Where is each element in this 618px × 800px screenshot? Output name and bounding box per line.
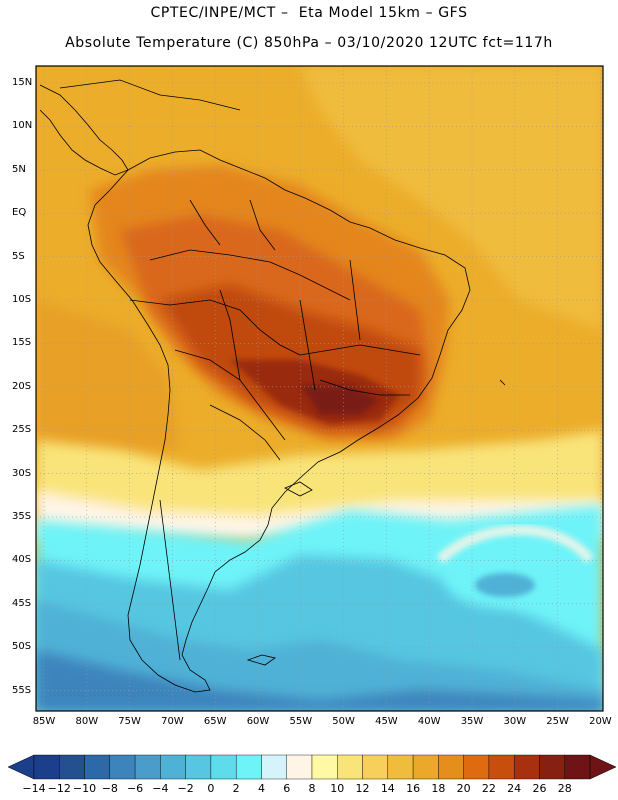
colorbar-tick-label: 10 [330, 782, 345, 795]
map-title-line-2: Absolute Temperature (C) 850hPa – 03/10/… [65, 35, 553, 51]
colorbar-swatch [84, 754, 111, 780]
colorbar-tick-label: −2 [177, 782, 194, 795]
lat-label: 25S [12, 424, 32, 436]
colorbar-tick-label: 18 [431, 782, 446, 795]
colorbar-swatch [235, 754, 262, 780]
lon-label: 80W [75, 716, 99, 727]
lat-label: 35S [12, 511, 32, 522]
colorbar-swatch [59, 754, 85, 780]
colorbar-tick-label: 2 [232, 782, 240, 795]
colorbar-tick-label: 8 [308, 782, 316, 795]
colorbar-tick-label: −8 [101, 782, 118, 795]
lon-label: 85W [32, 716, 56, 727]
colorbar-tick-label: 24 [507, 782, 522, 795]
colorbar-tick-label: 22 [481, 782, 496, 795]
colorbar-arrow-high [589, 754, 617, 780]
colorbar-tick-label: 28 [557, 782, 572, 795]
colorbar-swatch [564, 754, 591, 780]
colorbar-tick-label: 4 [257, 782, 265, 795]
lat-label: 40S [12, 554, 32, 566]
lat-label: 5N [12, 163, 26, 175]
lat-lon-grid [36, 66, 603, 711]
colorbar-swatch [134, 754, 161, 780]
colorbar-tick-label: −12 [47, 782, 71, 795]
colorbar [7, 754, 617, 780]
colorbar-tick-label: 6 [283, 782, 291, 795]
lat-label: 20S [12, 380, 32, 392]
colorbar-swatch [539, 754, 565, 780]
lon-label: 30W [503, 716, 527, 727]
temperature-field [36, 66, 603, 711]
colorbar-swatch [311, 754, 338, 780]
colorbar-tick-label: 12 [355, 782, 370, 795]
colorbar-swatch [109, 754, 136, 780]
colorbar-tick-label: −14 [22, 782, 46, 795]
colorbar-tick-label: 20 [456, 782, 471, 795]
lon-label: 75W [118, 716, 141, 727]
colorbar-swatch [261, 754, 287, 780]
colorbar-swatch [463, 754, 490, 780]
coastlines-borders [39, 79, 506, 693]
lon-label: 60W [246, 716, 270, 727]
lon-label: 50W [332, 716, 355, 727]
lon-label: 65W [203, 716, 227, 727]
lon-label: 70W [161, 716, 184, 727]
colorbar-swatch [387, 754, 414, 780]
colorbar-tick-label: −4 [152, 782, 169, 795]
colorbar-swatch [160, 754, 186, 780]
lat-label: 55S [12, 684, 32, 696]
colorbar-tick-label: 26 [532, 782, 547, 795]
colorbar-swatch [210, 754, 237, 780]
colorbar-tick-label: −10 [72, 782, 97, 795]
colorbar-swatch [513, 754, 540, 780]
colorbar-swatch [488, 754, 515, 780]
lat-label: EQ [12, 207, 27, 219]
colorbar-swatch [412, 754, 439, 780]
lat-label: 10N [12, 120, 33, 132]
colorbar-swatch [185, 754, 212, 780]
map-title-line-1: CPTEC/INPE/MCT – Eta Model 15km – GFS [150, 5, 468, 21]
lat-label: 15N [12, 77, 33, 88]
lon-label: 25W [546, 716, 569, 727]
lat-label: 45S [12, 597, 32, 609]
lat-label: 10S [12, 294, 32, 305]
colorbar-tick-label: 0 [207, 782, 215, 795]
lon-label: 40W [417, 716, 441, 727]
lat-label: 5S [12, 250, 25, 262]
lat-label: 50S [12, 641, 32, 653]
lon-label: 20W [589, 716, 612, 727]
map-frame [35, 65, 604, 712]
lon-label: 45W [375, 716, 398, 727]
lon-label: 35W [460, 716, 484, 727]
colorbar-swatch [337, 754, 363, 780]
colorbar-tick-label: 14 [380, 782, 395, 795]
colorbar-swatch [438, 754, 464, 780]
colorbar-swatch [33, 754, 60, 780]
colorbar-tick-label: 16 [406, 782, 421, 795]
colorbar-arrow-low [7, 754, 35, 780]
colorbar-swatch [362, 754, 389, 780]
lat-label: 15S [12, 337, 32, 349]
lat-label: 30S [12, 467, 32, 479]
colorbar-swatch [286, 754, 313, 780]
lon-label: 55W [289, 716, 313, 727]
colorbar-tick-label: −6 [126, 782, 144, 795]
